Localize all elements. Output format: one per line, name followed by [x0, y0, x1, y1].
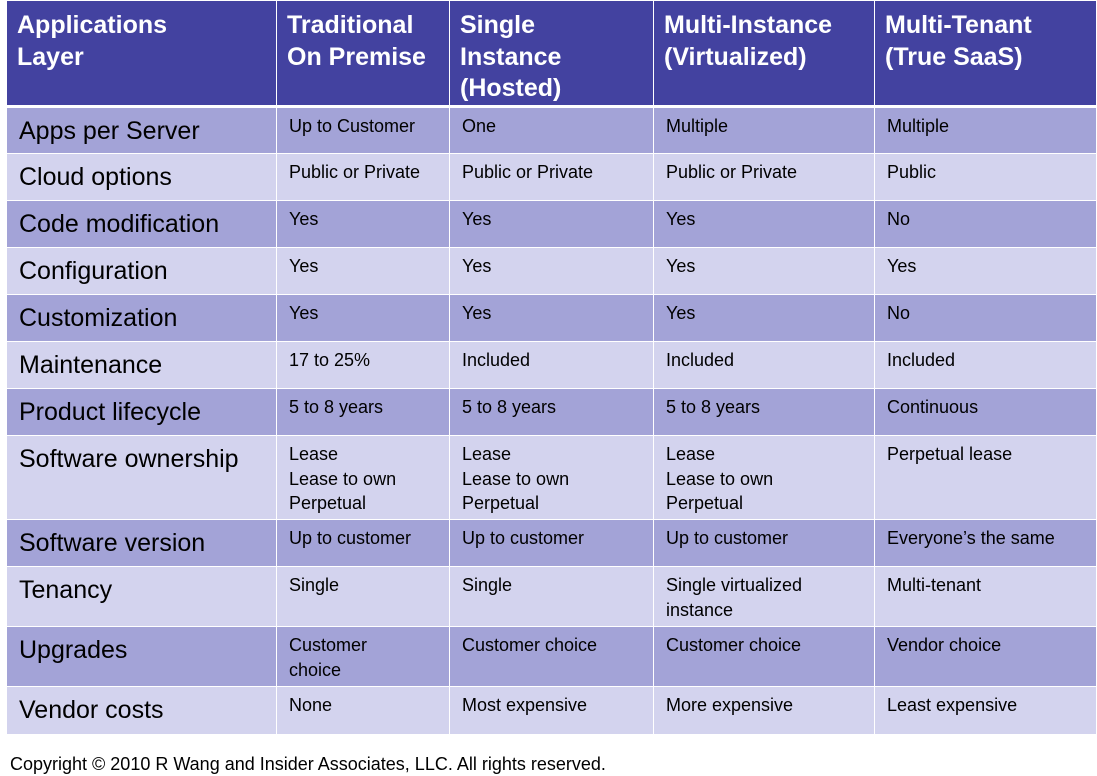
table-cell: Yes	[449, 294, 654, 342]
table-row: Code modification Yes Yes Yes No	[6, 200, 1097, 248]
row-label: Maintenance	[6, 341, 277, 389]
comparison-table: Applications Layer Traditional On Premis…	[6, 0, 1097, 735]
table-cell: No	[874, 294, 1097, 342]
table-row: Maintenance 17 to 25% Included Included …	[6, 341, 1097, 389]
table-row: Upgrades Customer choice Customer choice…	[6, 626, 1097, 687]
table-cell: 5 to 8 years	[653, 388, 875, 436]
table-cell: Included	[653, 341, 875, 389]
table-cell: One	[449, 106, 654, 154]
table-cell: Public	[874, 153, 1097, 201]
row-label: Configuration	[6, 247, 277, 295]
header-traditional-on-premise: Traditional On Premise	[276, 0, 450, 108]
table-cell: Yes	[449, 247, 654, 295]
header-multi-tenant: Multi-Tenant (True SaaS)	[874, 0, 1097, 108]
table-cell: Up to customer	[276, 519, 450, 567]
header-multi-instance: Multi-Instance (Virtualized)	[653, 0, 875, 108]
row-label: Vendor costs	[6, 686, 277, 735]
row-label: Software version	[6, 519, 277, 567]
table-cell: Single	[449, 566, 654, 627]
table-row: Customization Yes Yes Yes No	[6, 294, 1097, 342]
row-label: Cloud options	[6, 153, 277, 201]
table-header-row: Applications Layer Traditional On Premis…	[6, 0, 1097, 108]
row-label: Apps per Server	[6, 106, 277, 154]
table-row: Software version Up to customer Up to cu…	[6, 519, 1097, 567]
table-cell: Yes	[449, 200, 654, 248]
table-cell: Everyone’s the same	[874, 519, 1097, 567]
header-single-instance: Single Instance (Hosted)	[449, 0, 654, 108]
table-cell: Vendor choice	[874, 626, 1097, 687]
table-cell: Up to customer	[653, 519, 875, 567]
row-label: Product lifecycle	[6, 388, 277, 436]
table-cell: No	[874, 200, 1097, 248]
table-row: Cloud options Public or Private Public o…	[6, 153, 1097, 201]
table-row: Apps per Server Up to Customer One Multi…	[6, 106, 1097, 154]
table-cell: Included	[449, 341, 654, 389]
table-cell: Public or Private	[276, 153, 450, 201]
table-row: Vendor costs None Most expensive More ex…	[6, 686, 1097, 735]
table-cell: Yes	[276, 294, 450, 342]
table-cell: Included	[874, 341, 1097, 389]
table-cell: None	[276, 686, 450, 735]
row-label: Upgrades	[6, 626, 277, 687]
table-cell: Multi-tenant	[874, 566, 1097, 627]
table-cell: Up to Customer	[276, 106, 450, 154]
table-cell: Lease Lease to own Perpetual	[449, 435, 654, 520]
comparison-table-container: Applications Layer Traditional On Premis…	[6, 0, 1097, 735]
table-cell: Multiple	[874, 106, 1097, 154]
table-cell: Customer choice	[653, 626, 875, 687]
row-label: Code modification	[6, 200, 277, 248]
table-cell: More expensive	[653, 686, 875, 735]
table-cell: Yes	[276, 247, 450, 295]
table-cell: Continuous	[874, 388, 1097, 436]
row-label: Software ownership	[6, 435, 277, 520]
copyright-notice: Copyright © 2010 R Wang and Insider Asso…	[10, 754, 606, 774]
row-label: Tenancy	[6, 566, 277, 627]
table-cell: Yes	[653, 200, 875, 248]
table-cell: 5 to 8 years	[449, 388, 654, 436]
table-cell: Least expensive	[874, 686, 1097, 735]
table-cell: Yes	[874, 247, 1097, 295]
table-cell: Customer choice	[449, 626, 654, 687]
table-cell: Customer choice	[276, 626, 450, 687]
table-cell: Lease Lease to own Perpetual	[653, 435, 875, 520]
table-cell: Multiple	[653, 106, 875, 154]
table-body: Apps per Server Up to Customer One Multi…	[6, 106, 1097, 735]
table-cell: Single	[276, 566, 450, 627]
table-cell: Lease Lease to own Perpetual	[276, 435, 450, 520]
table-cell: Yes	[276, 200, 450, 248]
table-row: Software ownership Lease Lease to own Pe…	[6, 435, 1097, 520]
header-applications-layer: Applications Layer	[6, 0, 277, 108]
row-label: Customization	[6, 294, 277, 342]
table-cell: Perpetual lease	[874, 435, 1097, 520]
table-row: Product lifecycle 5 to 8 years 5 to 8 ye…	[6, 388, 1097, 436]
table-cell: Up to customer	[449, 519, 654, 567]
table-cell: Most expensive	[449, 686, 654, 735]
table-cell: Yes	[653, 294, 875, 342]
table-cell: 5 to 8 years	[276, 388, 450, 436]
table-row: Tenancy Single Single Single virtualized…	[6, 566, 1097, 627]
table-cell: Public or Private	[653, 153, 875, 201]
table-cell: Yes	[653, 247, 875, 295]
table-cell: 17 to 25%	[276, 341, 450, 389]
table-cell: Single virtualized instance	[653, 566, 875, 627]
table-row: Configuration Yes Yes Yes Yes	[6, 247, 1097, 295]
table-cell: Public or Private	[449, 153, 654, 201]
